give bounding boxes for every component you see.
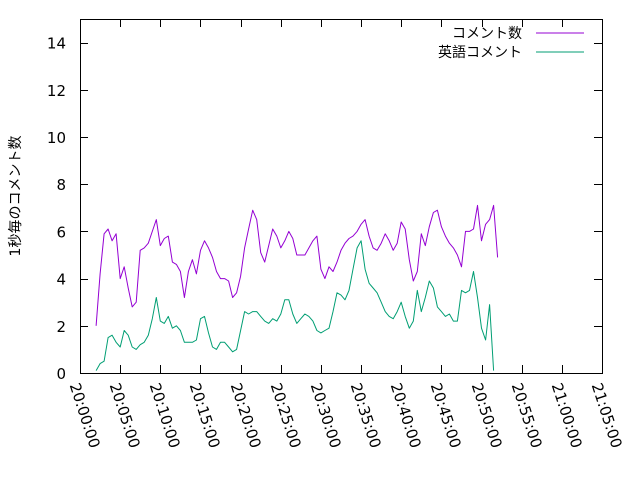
y-tick-label: 10 bbox=[47, 129, 66, 147]
x-tick-label: 20:10:00 bbox=[146, 381, 184, 451]
y-tick-label: 8 bbox=[56, 176, 66, 194]
y-tick-label: 12 bbox=[47, 82, 66, 100]
x-tick-label: 20:50:00 bbox=[468, 381, 506, 451]
x-tick-label: 20:55:00 bbox=[508, 381, 546, 451]
y-tick-label: 2 bbox=[56, 318, 66, 336]
x-tick-label: 20:05:00 bbox=[106, 381, 144, 451]
x-tick-label: 20:25:00 bbox=[267, 381, 305, 451]
y-tick-label: 4 bbox=[56, 271, 66, 289]
series-line-2 bbox=[95, 240, 495, 371]
x-tick-label: 20:00:00 bbox=[66, 381, 104, 451]
x-tick-label: 20:30:00 bbox=[307, 381, 345, 451]
y-tick-label: 6 bbox=[56, 223, 66, 241]
series-layer bbox=[95, 204, 499, 371]
x-tick-label: 20:40:00 bbox=[387, 381, 425, 451]
y-tick-label: 0 bbox=[56, 365, 66, 383]
x-tick-label: 21:00:00 bbox=[548, 381, 586, 451]
y-axis: 0 2 4 6 8 10 12 14 bbox=[47, 35, 602, 383]
legend-label: コメント数 bbox=[452, 26, 522, 42]
legend-label: 英語コメント bbox=[438, 44, 522, 61]
x-tick-label: 20:20:00 bbox=[227, 381, 265, 451]
series-line-1 bbox=[95, 204, 499, 326]
plot-frame bbox=[80, 19, 603, 374]
x-tick-label: 20:35:00 bbox=[347, 381, 385, 451]
x-tick-label: 20:15:00 bbox=[186, 381, 224, 451]
x-axis: 20:00:00 20:05:00 20:10:00 20:15:00 20:20:00… bbox=[66, 19, 626, 450]
y-axis-label: 1秒毎のコメント数 bbox=[8, 136, 24, 257]
y-tick-label: 14 bbox=[47, 35, 66, 53]
x-tick-label: 21:05:00 bbox=[588, 381, 626, 451]
x-tick-label: 20:45:00 bbox=[427, 381, 465, 451]
